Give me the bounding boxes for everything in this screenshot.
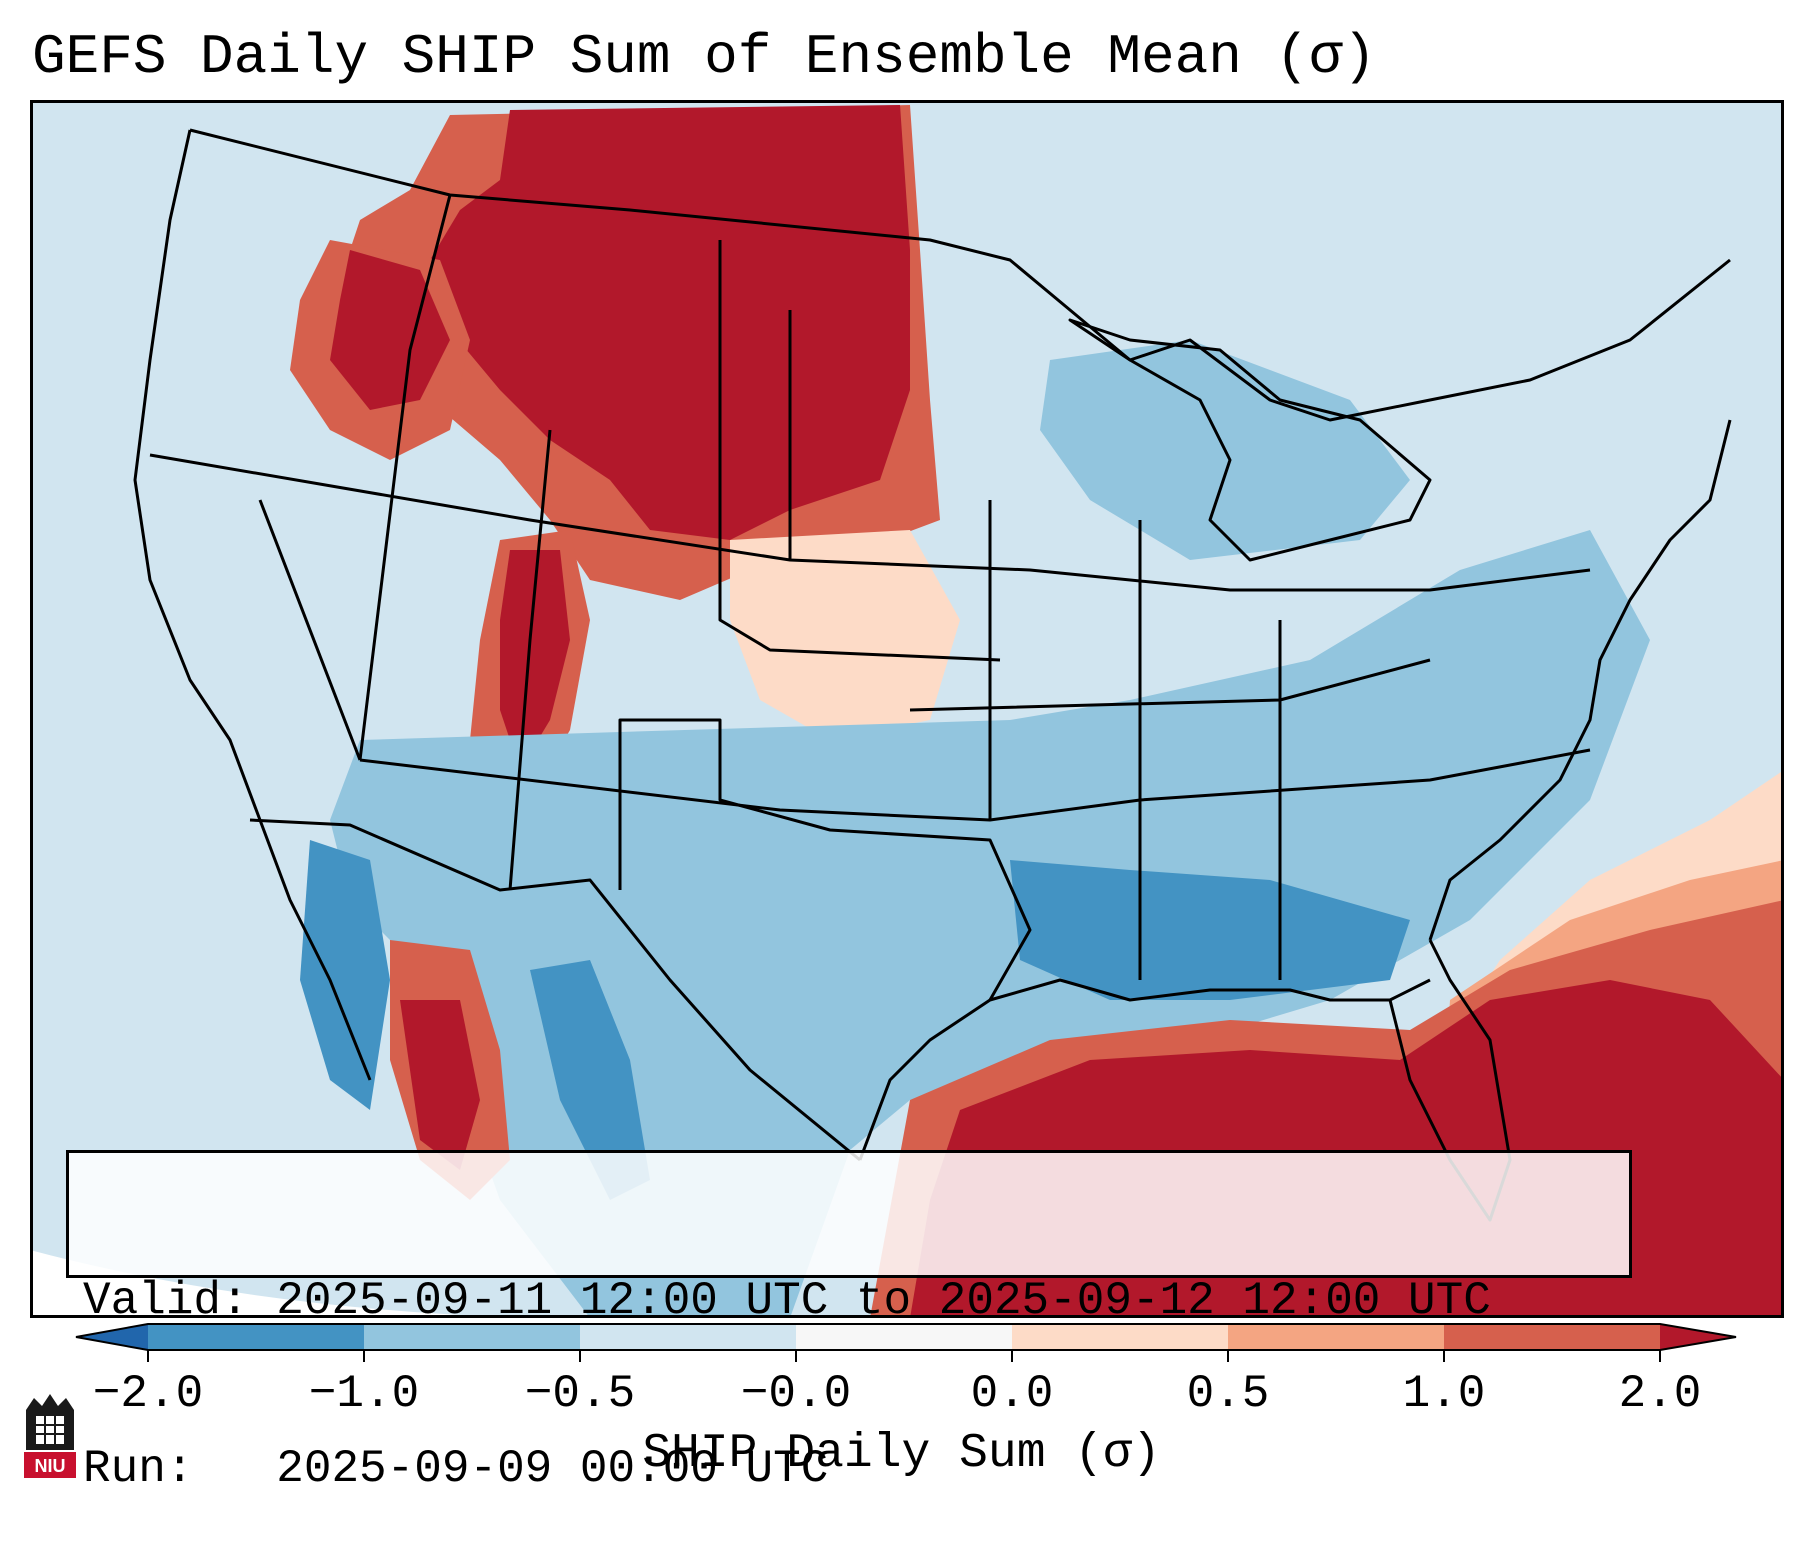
us-canada-border [189, 128, 1731, 422]
anomaly-south-negative [330, 530, 1650, 1318]
colorbar-tick-label: −0.5 [524, 1368, 636, 1420]
state-line-i [258, 499, 362, 761]
colorbar-segment [364, 1324, 580, 1350]
colorbar-extend-low [76, 1324, 148, 1350]
state-line-b [359, 748, 1591, 822]
logo-window-lines-icon [36, 1416, 64, 1444]
state-line-a [358, 194, 452, 761]
colorbar-segment [796, 1324, 1012, 1350]
state-line-c [149, 453, 1591, 592]
chart-title: GEFS Daily SHIP Sum of Ensemble Mean (σ) [32, 25, 1377, 89]
colorbar-segment [580, 1324, 796, 1350]
state-line-h [508, 429, 552, 891]
us-mexico-border [249, 818, 861, 1162]
anomaly-gulf-coast-negative [1010, 860, 1410, 1000]
colorbar-tick-label: 1.0 [1402, 1368, 1486, 1420]
valid-time-text: Valid: 2025-09-11 12:00 UTC to 2025-09-1… [83, 1275, 1491, 1327]
colorbar-segment [1228, 1324, 1444, 1350]
anomaly-idaho-strong [330, 250, 450, 410]
logo-text: NIU [35, 1456, 66, 1476]
colorbar-segment [1444, 1324, 1660, 1350]
colorbar-tick-label: −1.0 [308, 1368, 420, 1420]
colorbar-label: SHIP Daily Sum (σ) [642, 1427, 1161, 1481]
map-frame [30, 100, 1784, 1318]
anomaly-baja-negative [300, 840, 390, 1110]
colorbar-tick-label: 2.0 [1618, 1368, 1702, 1420]
colorbar-tick-label: −0.0 [740, 1368, 852, 1420]
colorbar-tick-label: 0.5 [1186, 1368, 1270, 1420]
logo-badge [24, 1452, 76, 1478]
colorbar-tick-label: −2.0 [92, 1368, 204, 1420]
anomaly-utah-strong [500, 550, 570, 770]
run-time-text: Run: 2025-09-09 00:00 UTC [83, 1443, 829, 1495]
anomaly-new-mexico-negative [530, 960, 650, 1200]
anomaly-mexico-strong [400, 1000, 480, 1170]
niu-logo: NIU [24, 1394, 76, 1478]
great-lakes-outline [1068, 318, 1432, 562]
projection-edge [30, 1250, 730, 1318]
valid-run-info-box: Valid: 2025-09-11 12:00 UTC to 2025-09-1… [66, 1150, 1632, 1495]
state-line-e [718, 240, 1001, 662]
west-coast [133, 129, 372, 1081]
colorbar-segment [148, 1324, 364, 1350]
texas-outline [618, 718, 1032, 1001]
colorbar [75, 1323, 1737, 1362]
anomaly-kansas-light [730, 530, 960, 740]
boundary-lines [133, 128, 1732, 1222]
colorbar-segment [1012, 1324, 1228, 1350]
map-panel [30, 100, 1784, 1318]
east-coast [1428, 419, 1732, 941]
logo-window-grid-icon [36, 1416, 64, 1444]
state-line-k [909, 658, 1431, 712]
gulf-coast [858, 978, 1431, 1161]
colorbar-extend-high [1660, 1324, 1736, 1350]
colorbar-tick-label: 0.0 [970, 1368, 1054, 1420]
